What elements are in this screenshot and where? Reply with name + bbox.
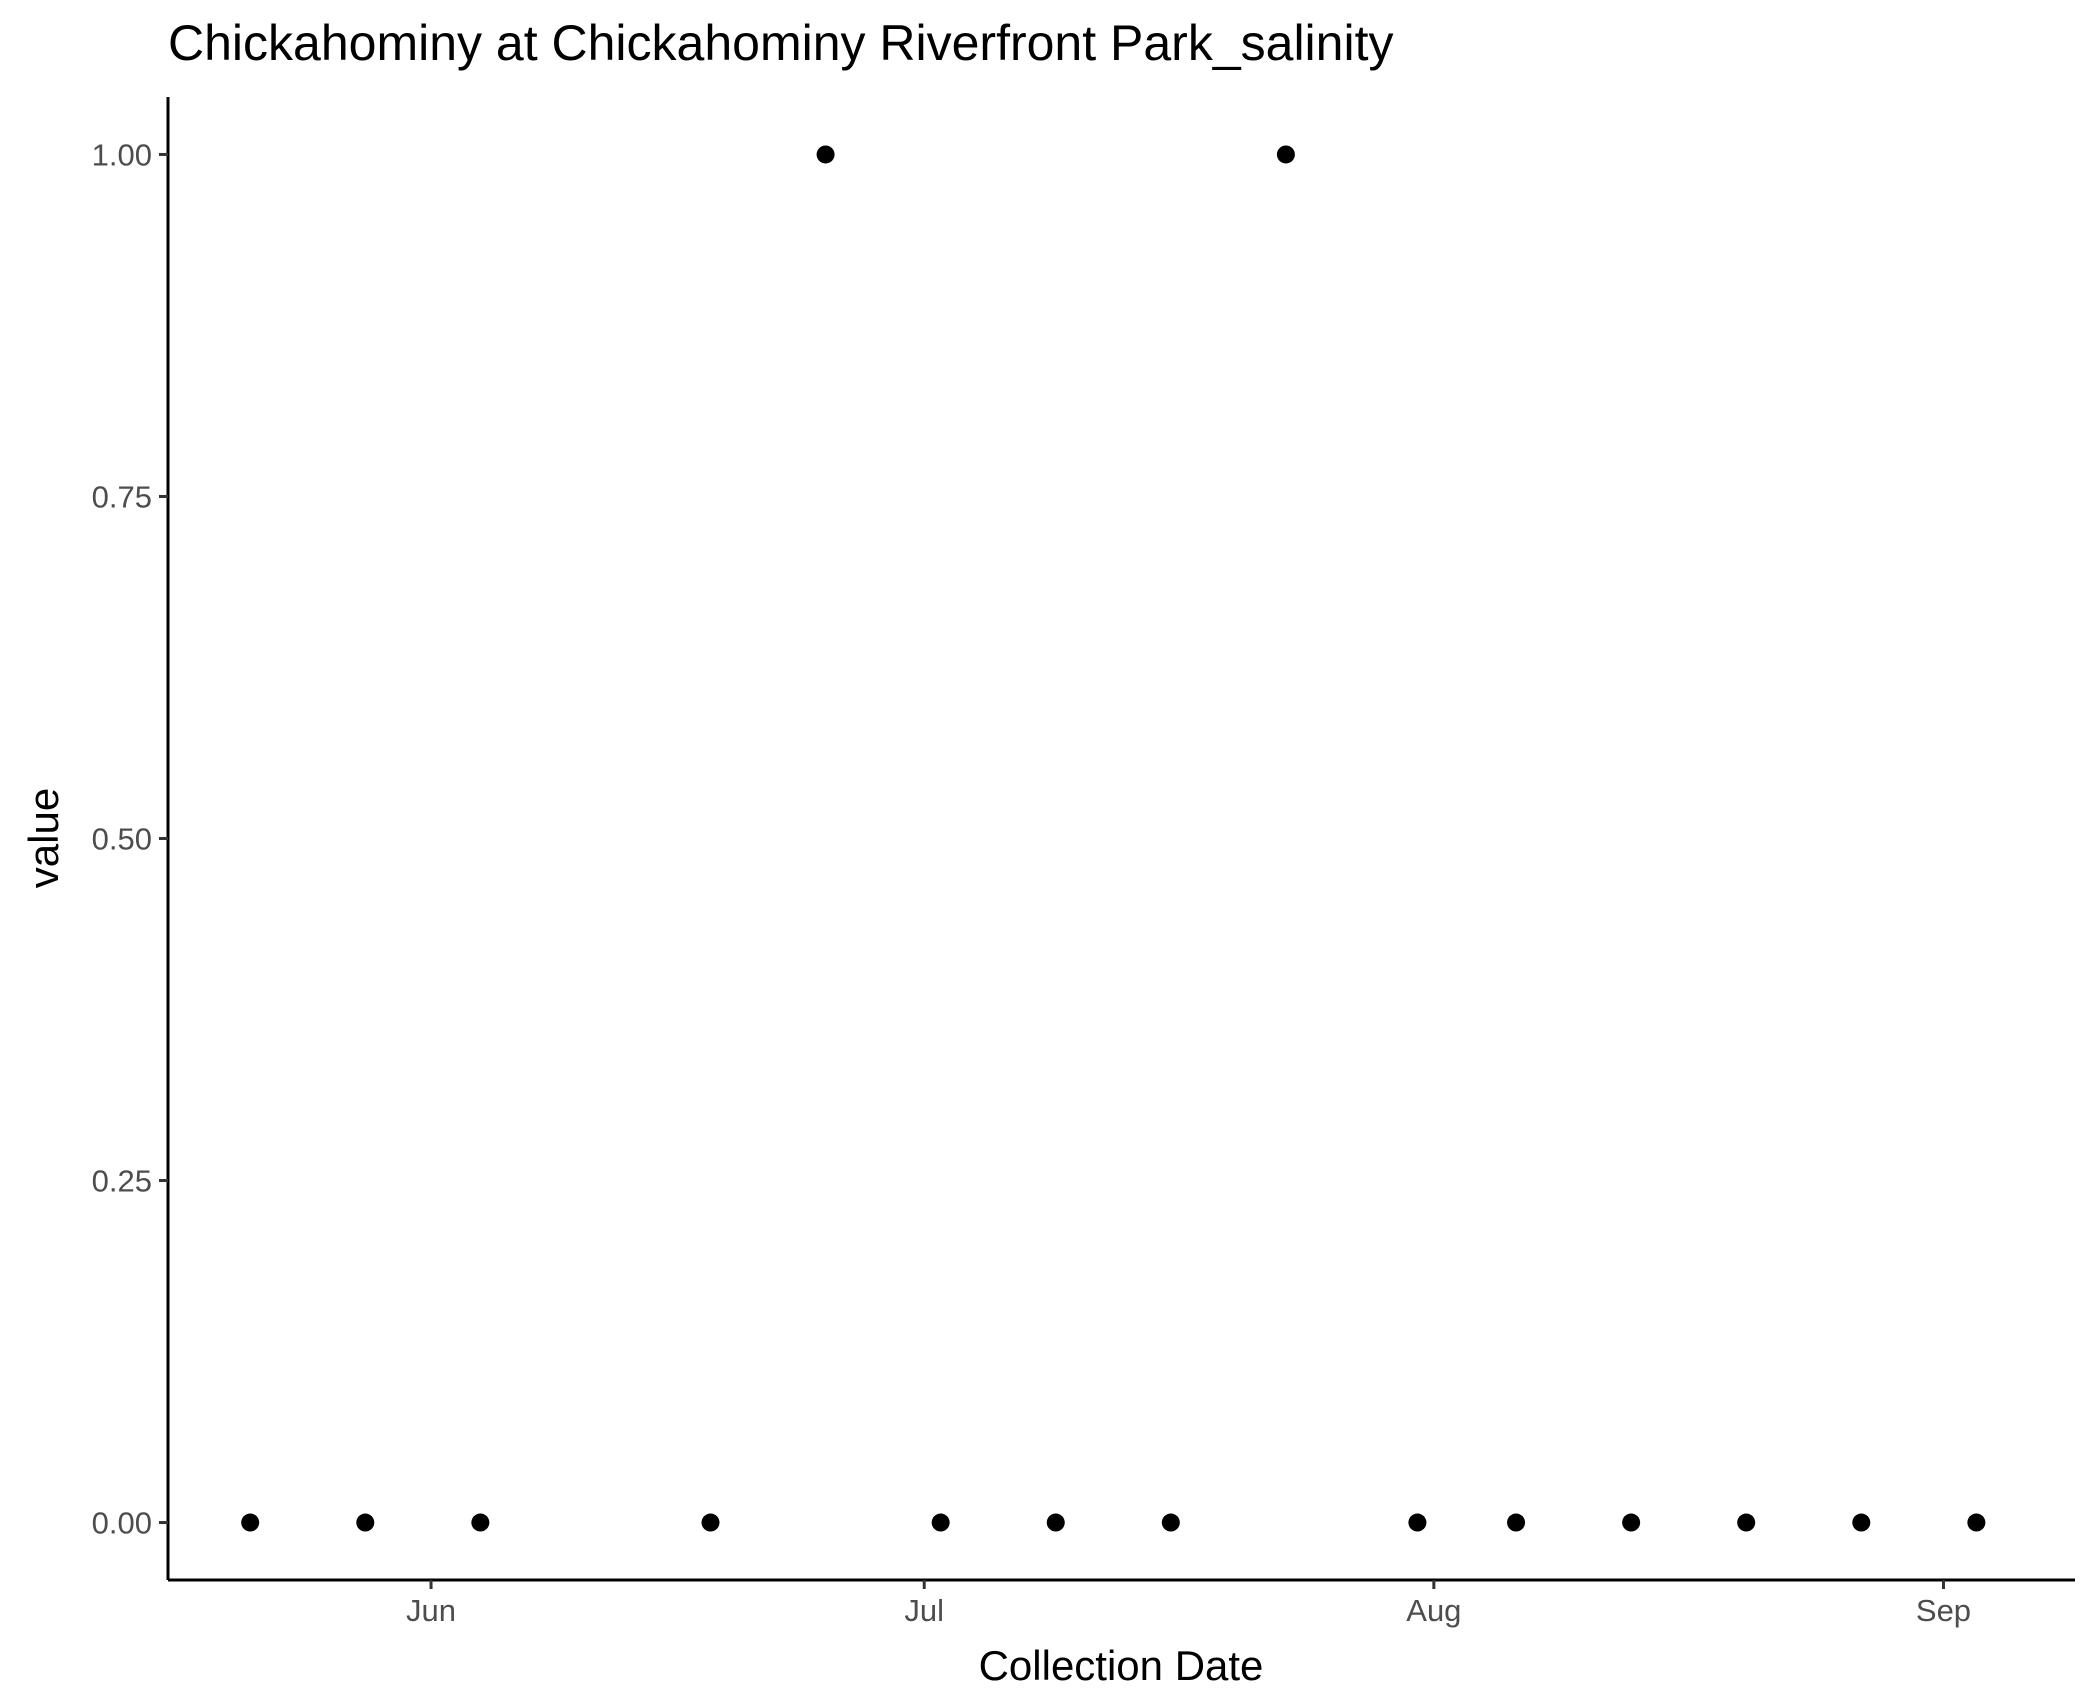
data-point bbox=[356, 1513, 375, 1532]
data-point bbox=[241, 1513, 260, 1532]
y-tick-label: 0.50 bbox=[92, 822, 152, 857]
y-axis-title: value bbox=[20, 788, 67, 888]
data-point bbox=[1046, 1513, 1065, 1532]
x-tick-label: Aug bbox=[1406, 1593, 1461, 1628]
data-point bbox=[1408, 1513, 1427, 1532]
y-axis-ticks: 0.00 0.25 0.50 0.75 1.00 bbox=[92, 137, 168, 1541]
plot-area bbox=[241, 145, 1986, 1532]
data-point bbox=[1507, 1513, 1526, 1532]
x-tick-label: Jun bbox=[406, 1593, 456, 1628]
y-tick-label: 0.25 bbox=[92, 1164, 152, 1199]
data-point bbox=[816, 145, 835, 164]
data-point bbox=[1737, 1513, 1756, 1532]
data-point bbox=[1852, 1513, 1871, 1532]
data-point bbox=[1967, 1513, 1986, 1532]
x-axis-ticks: Jun Jul Aug Sep bbox=[406, 1580, 1971, 1628]
y-tick-label: 1.00 bbox=[92, 137, 152, 172]
data-point bbox=[931, 1513, 950, 1532]
y-tick-label: 0.75 bbox=[92, 479, 152, 514]
data-point bbox=[1276, 145, 1295, 164]
x-axis-title: Collection Date bbox=[979, 1642, 1264, 1689]
data-point bbox=[1161, 1513, 1180, 1532]
data-point bbox=[1622, 1513, 1641, 1532]
data-point bbox=[471, 1513, 490, 1532]
y-tick-label: 0.00 bbox=[92, 1506, 152, 1541]
data-point bbox=[701, 1513, 720, 1532]
chart-title: Chickahominy at Chickahominy Riverfront … bbox=[168, 15, 1393, 71]
x-tick-label: Jul bbox=[904, 1593, 944, 1628]
x-tick-label: Sep bbox=[1916, 1593, 1971, 1628]
